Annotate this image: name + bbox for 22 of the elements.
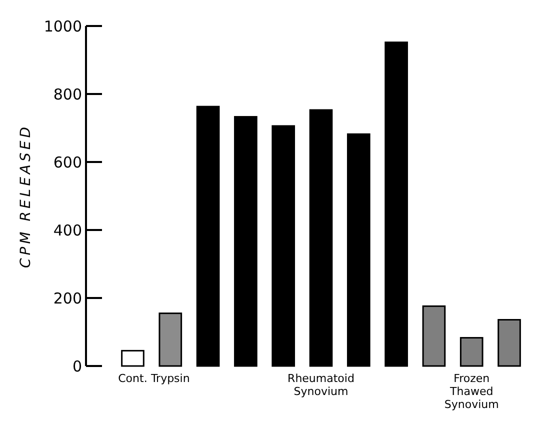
bar [272,125,296,367]
y-axis-title: CPM RELEASED [18,124,34,268]
y-tick-label: 400 [53,221,82,240]
bar [384,42,408,367]
x-tick-label: Trypsin [150,372,190,385]
y-tick-label: 1000 [44,17,82,36]
bar [346,133,370,367]
bar [196,106,220,367]
x-tick-label: Rheumatoid Synovium [288,372,354,398]
bar [234,116,258,367]
x-tick-label: Cont. [118,372,148,385]
y-tick-label: 600 [53,153,82,172]
y-tick-label: 200 [53,289,82,308]
bar [498,319,521,367]
bar [460,337,484,367]
bar [158,312,182,367]
y-tick-label: 800 [53,85,82,104]
x-tick-label: Frozen Thawed Synovium [444,372,499,411]
bar [121,350,144,367]
bar [422,305,446,367]
bar [309,109,333,367]
y-tick-label: 0 [72,357,82,376]
